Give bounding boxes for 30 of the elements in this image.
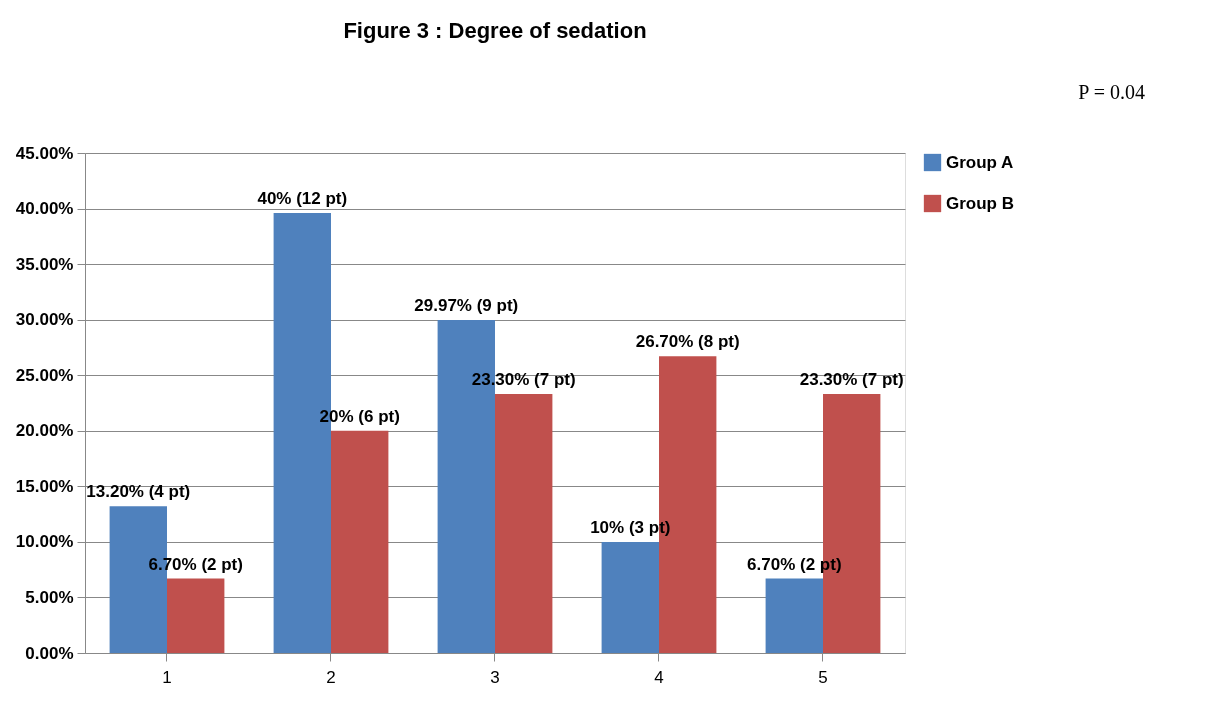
legend-label: Group A	[946, 152, 1014, 172]
x-tick-label: 3	[490, 667, 500, 687]
x-tick-label: 4	[654, 667, 664, 687]
y-tick-label: 0.00%	[25, 643, 74, 663]
bar	[823, 394, 881, 653]
x-tick-label: 5	[818, 667, 828, 687]
x-tick-label: 1	[162, 667, 172, 687]
chart-title: Figure 3 : Degree of sedation	[343, 18, 647, 43]
y-tick-label: 10.00%	[15, 532, 74, 552]
bar	[167, 578, 225, 653]
y-tick-label: 35.00%	[15, 254, 74, 274]
y-tick-label: 5.00%	[25, 587, 74, 607]
text: P = 0.04	[1078, 81, 1145, 103]
bar	[495, 394, 553, 653]
data-label: 13.20% (4 pt)	[86, 482, 191, 502]
data-label: 40% (12 pt)	[257, 189, 348, 208]
data-label: 29.97% (9 pt)	[414, 296, 519, 315]
y-tick-label: 15.00%	[15, 476, 74, 496]
y-tick-label: 25.00%	[15, 365, 74, 385]
y-tick-label: 45.00%	[15, 143, 74, 163]
bar	[331, 430, 389, 653]
y-tick-label: 30.00%	[15, 310, 74, 330]
data-label: 23.30% (7 pt)	[799, 370, 904, 390]
legend-label: Group B	[946, 193, 1014, 213]
bar	[765, 578, 823, 653]
y-tick-label: 20.00%	[15, 421, 74, 441]
bar	[601, 541, 659, 653]
y-tick-label: 40.00%	[15, 199, 74, 219]
data-label: 26.70% (8 pt)	[635, 332, 740, 352]
x-tick-label: 2	[326, 667, 336, 687]
